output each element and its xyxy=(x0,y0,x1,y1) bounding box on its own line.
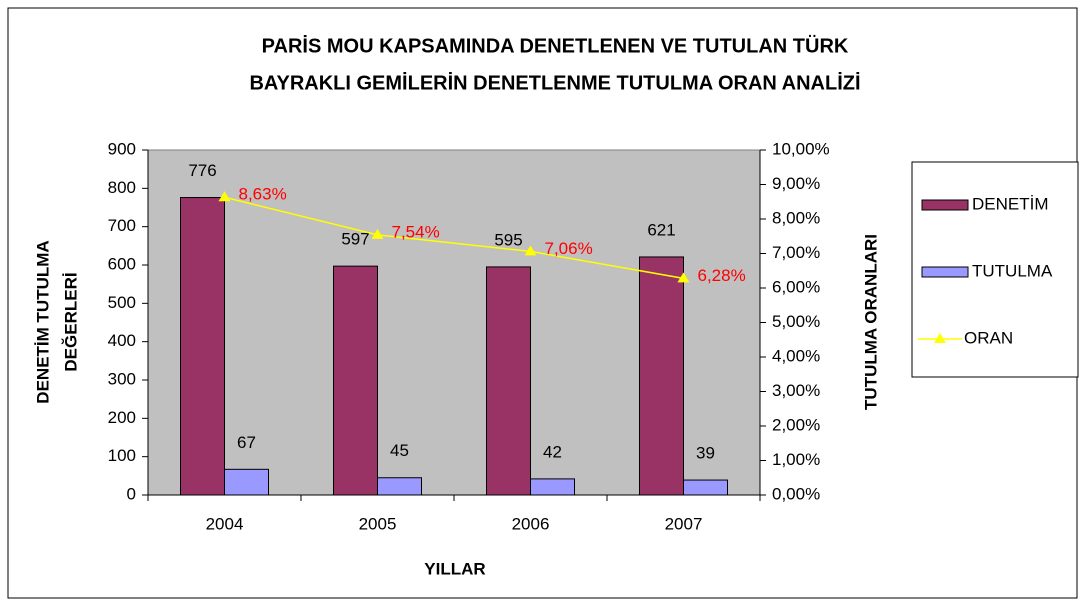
bar xyxy=(180,197,225,496)
bar xyxy=(486,266,531,496)
bar xyxy=(639,256,684,496)
x-tick-label: 2004 xyxy=(206,514,244,533)
bar xyxy=(683,479,728,496)
line-value-label: 6,28% xyxy=(698,266,746,285)
y2-axis-title: TUTULMA ORANLARI xyxy=(861,234,880,410)
x-tick-label: 2006 xyxy=(512,514,550,533)
legend-marker xyxy=(934,333,946,343)
y-axis-title: DENETİM TUTULMA xyxy=(33,240,52,403)
y-axis-title: DEĞERLERİ xyxy=(61,272,80,371)
y-tick-label: 500 xyxy=(108,293,136,312)
line-value-label: 7,06% xyxy=(545,239,593,258)
y2-tick-label: 10,00% xyxy=(772,139,830,158)
y-tick-label: 700 xyxy=(108,216,136,235)
legend-label: TUTULMA xyxy=(972,261,1053,280)
y2-tick-label: 6,00% xyxy=(772,277,820,296)
chart-title: PARİS MOU KAPSAMINDA DENETLENEN VE TUTUL… xyxy=(262,34,849,57)
line xyxy=(224,196,684,280)
y2-tick-label: 2,00% xyxy=(772,415,820,434)
bar-value-label: 595 xyxy=(494,230,522,249)
y-tick-label: 0 xyxy=(127,484,136,503)
y-tick-label: 100 xyxy=(108,446,136,465)
line-marker xyxy=(218,191,231,202)
line-marker xyxy=(524,245,537,256)
bar xyxy=(224,468,269,496)
y2-tick-label: 7,00% xyxy=(772,243,820,262)
y2-tick-label: 8,00% xyxy=(772,208,820,227)
x-tick-label: 2007 xyxy=(665,514,703,533)
bar xyxy=(530,478,575,496)
line-value-label: 8,63% xyxy=(239,185,287,204)
y-tick-label: 400 xyxy=(108,331,136,350)
bar-value-label: 621 xyxy=(647,220,675,239)
y-tick-label: 300 xyxy=(108,369,136,388)
legend-label: DENETİM xyxy=(972,194,1049,213)
y-tick-label: 900 xyxy=(108,139,136,158)
legend-swatch xyxy=(921,266,969,278)
y2-tick-label: 0,00% xyxy=(772,484,820,503)
y2-tick-label: 5,00% xyxy=(772,312,820,331)
chart-title: BAYRAKLI GEMİLERİN DENETLENME TUTULMA OR… xyxy=(249,71,860,94)
legend-label: ORAN xyxy=(964,328,1013,347)
y-tick-label: 600 xyxy=(108,254,136,273)
x-tick-label: 2005 xyxy=(359,514,397,533)
bar-value-label: 45 xyxy=(390,441,409,460)
y2-tick-label: 9,00% xyxy=(772,174,820,193)
y-tick-label: 800 xyxy=(108,178,136,197)
line-value-label: 7,54% xyxy=(392,222,440,241)
line-marker xyxy=(677,272,690,283)
line-marker xyxy=(371,228,384,239)
y2-tick-label: 4,00% xyxy=(772,346,820,365)
bar xyxy=(377,477,422,496)
x-axis-title: YILLAR xyxy=(424,559,485,578)
y-tick-label: 200 xyxy=(108,408,136,427)
bar-value-label: 39 xyxy=(696,444,715,463)
bar-value-label: 597 xyxy=(341,230,369,249)
bar-value-label: 42 xyxy=(543,442,562,461)
bar xyxy=(333,265,378,496)
bar-value-label: 776 xyxy=(188,161,216,180)
y2-tick-label: 1,00% xyxy=(772,450,820,469)
legend-swatch xyxy=(921,199,969,211)
bar-value-label: 67 xyxy=(237,433,256,452)
y2-tick-label: 3,00% xyxy=(772,381,820,400)
